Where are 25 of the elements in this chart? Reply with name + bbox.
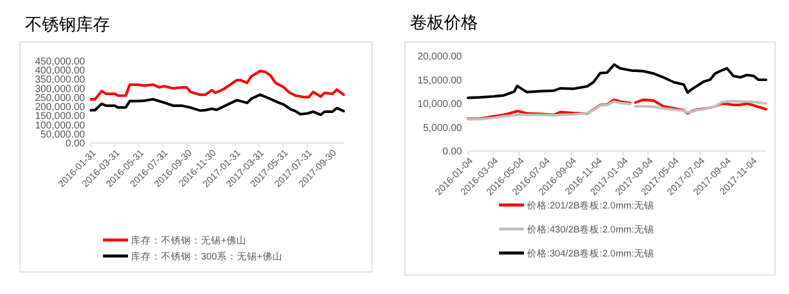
legend-label: 价格:304/2B卷板:2.0mm:无锡: [526, 247, 654, 260]
y-tick-label: 15,000.00: [418, 75, 462, 86]
y-tick-label: 5,000.00: [423, 122, 462, 134]
y-tick-label: 250,000.00: [34, 92, 86, 104]
y-tick-label: 450,000.00: [34, 56, 86, 68]
y-tick-label: 50,000.00: [40, 129, 86, 140]
legend-label: 库存：不锈钢：300系：无锡+佛山: [131, 250, 282, 262]
y-tick-label: 300,000.00: [34, 84, 86, 95]
legend-label: 价格:430/2B卷板:2.0mm:无锡: [526, 223, 654, 236]
y-tick-label: 0.00: [66, 138, 86, 150]
line-series: [90, 93, 345, 116]
chart-title: 卷板价格: [410, 13, 478, 32]
legend-label: 价格:201/2B卷板:2.0mm:无锡: [526, 199, 654, 212]
y-tick-label: 20,000.00: [418, 52, 462, 62]
line-series: [90, 70, 345, 101]
y-tick-label: 150,000.00: [34, 111, 86, 122]
line-series: [466, 63, 768, 100]
y-tick-label: 10,000.00: [418, 99, 462, 110]
y-tick-label: 0.00: [442, 146, 462, 158]
y-tick-label: 400,000.00: [34, 66, 86, 77]
chart-title: 不锈钢库存: [25, 15, 110, 34]
y-tick-label: 100,000.00: [34, 120, 86, 132]
y-tick-label: 200,000.00: [34, 102, 86, 114]
y-tick-label: 350,000.00: [34, 74, 86, 86]
legend-label: 库存：不锈钢：无锡+佛山: [131, 234, 247, 246]
